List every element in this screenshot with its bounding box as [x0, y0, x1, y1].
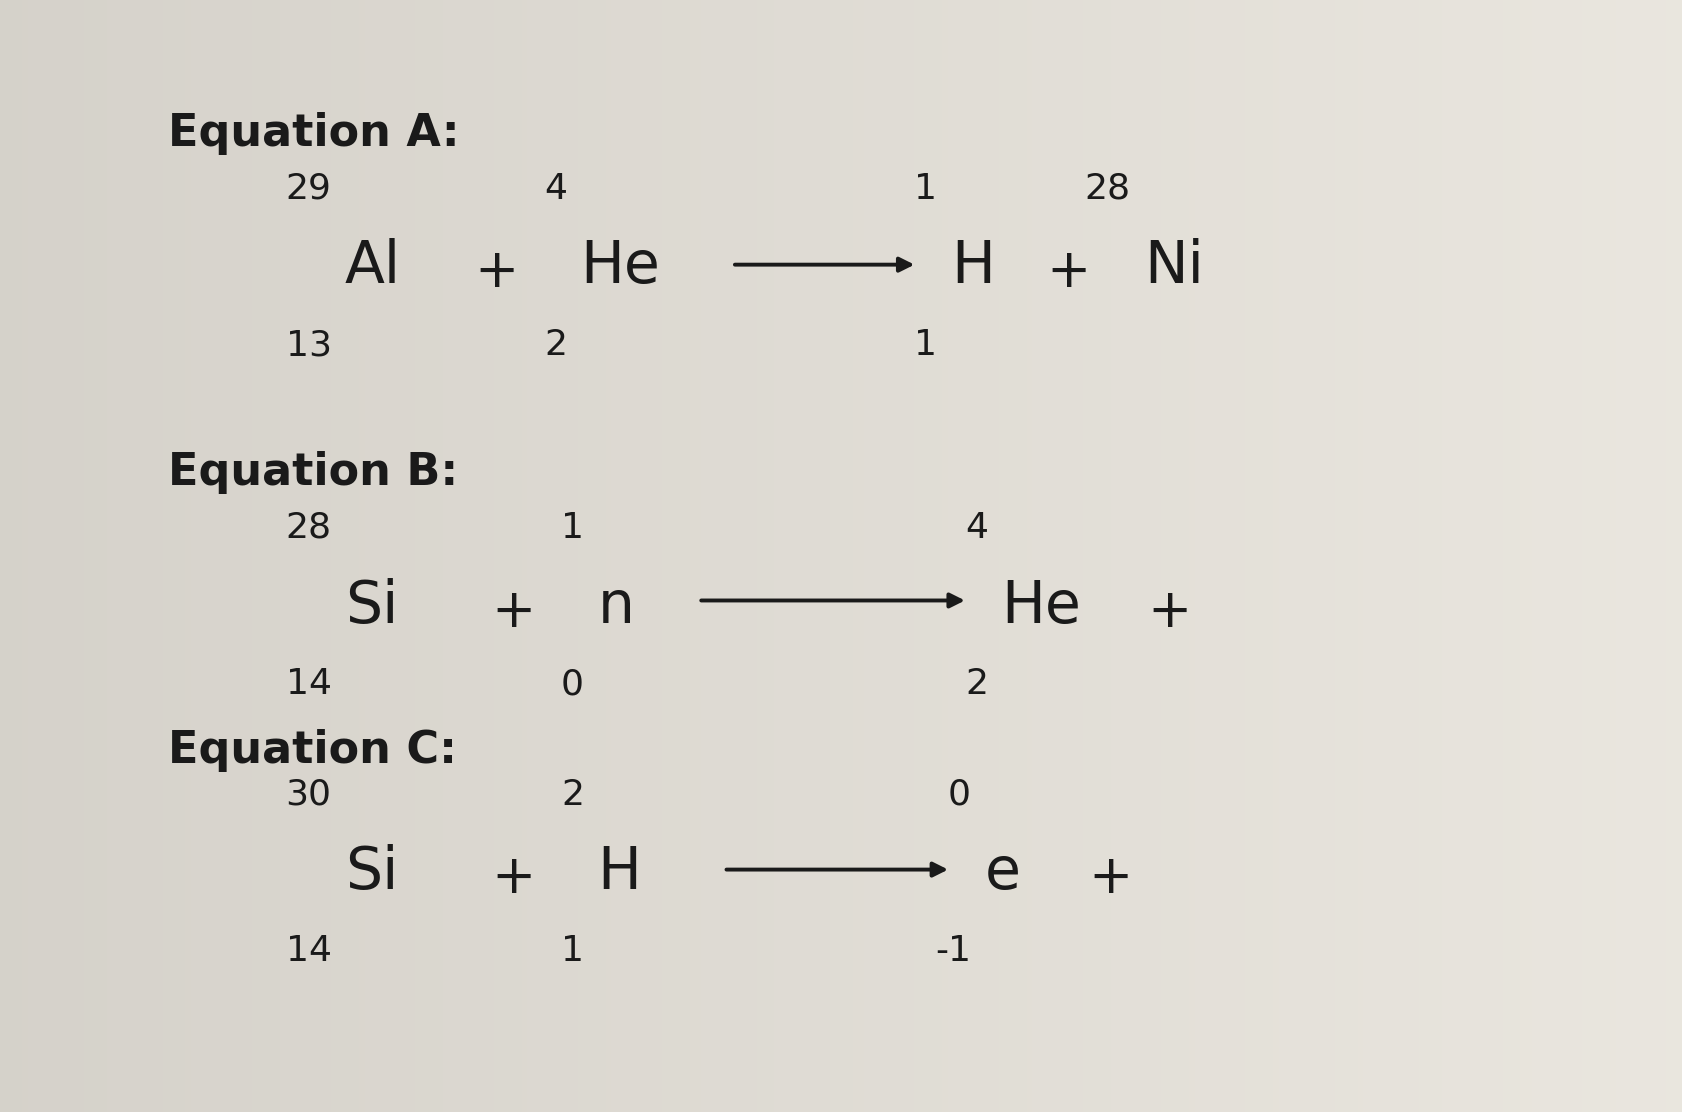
Text: Equation B:: Equation B: [168, 451, 458, 494]
Text: e: e [984, 844, 1019, 902]
Text: Equation C:: Equation C: [168, 729, 458, 772]
Text: H: H [950, 238, 994, 296]
Text: 0: 0 [947, 777, 971, 812]
Text: +: + [474, 247, 518, 298]
Text: 4: 4 [543, 171, 567, 206]
Text: +: + [491, 586, 535, 637]
Text: 2: 2 [560, 777, 584, 812]
Text: 28: 28 [1085, 171, 1130, 206]
Text: 0: 0 [560, 667, 584, 702]
Text: Ni: Ni [1144, 238, 1204, 296]
Text: 13: 13 [286, 328, 331, 363]
Text: He: He [580, 238, 659, 296]
Text: n: n [597, 577, 634, 635]
Text: 30: 30 [286, 777, 331, 812]
Text: +: + [491, 853, 535, 904]
Text: He: He [1001, 577, 1080, 635]
Text: 2: 2 [543, 328, 567, 363]
Text: 29: 29 [286, 171, 331, 206]
Text: -1: -1 [935, 934, 971, 969]
Text: 2: 2 [964, 667, 987, 702]
Text: H: H [597, 844, 641, 902]
Text: +: + [1088, 853, 1132, 904]
Text: Equation A:: Equation A: [168, 112, 459, 155]
Text: 1: 1 [560, 510, 584, 545]
Text: Si: Si [345, 577, 399, 635]
Text: +: + [1147, 586, 1191, 637]
Text: 14: 14 [286, 934, 331, 969]
Text: Al: Al [345, 238, 400, 296]
Text: 4: 4 [964, 510, 987, 545]
Text: 1: 1 [560, 934, 584, 969]
Text: 1: 1 [913, 328, 937, 363]
Text: Si: Si [345, 844, 399, 902]
Text: 14: 14 [286, 667, 331, 702]
Text: 28: 28 [286, 510, 331, 545]
Text: +: + [1046, 247, 1090, 298]
Text: 1: 1 [913, 171, 937, 206]
